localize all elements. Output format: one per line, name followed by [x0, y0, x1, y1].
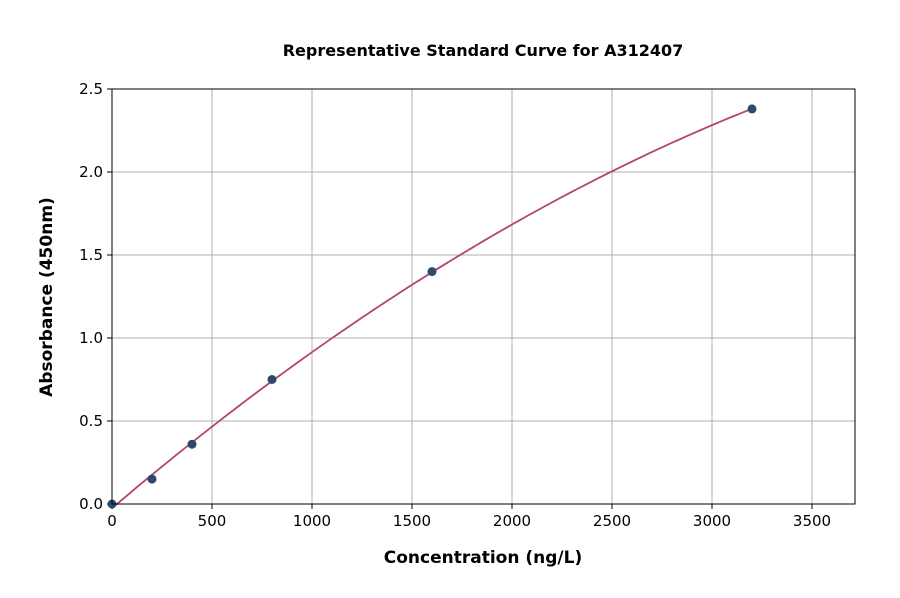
data-point — [267, 375, 277, 384]
chart-title: Representative Standard Curve for A31240… — [283, 41, 684, 60]
y-tick-label: 1.5 — [79, 246, 103, 264]
y-tick-label: 2.0 — [79, 163, 103, 181]
x-tick-label: 1500 — [393, 512, 431, 530]
y-tick-label: 2.5 — [79, 80, 103, 98]
x-tick-label: 0 — [107, 512, 117, 530]
y-tick-label: 0.5 — [79, 412, 103, 430]
data-point — [427, 267, 437, 277]
y-tick-label: 0.0 — [79, 495, 103, 513]
x-tick-label: 1000 — [293, 512, 331, 530]
x-axis-label: Concentration (ng/L) — [384, 548, 582, 568]
data-point — [147, 474, 157, 484]
fit-curve — [111, 107, 753, 509]
x-tick-label: 2000 — [493, 512, 531, 530]
x-tick-label: 3500 — [793, 512, 831, 530]
y-axis-label: Absorbance (450nm) — [37, 197, 57, 397]
data-point — [747, 104, 757, 114]
x-tick-label: 3000 — [693, 512, 731, 530]
y-tick-label: 1.0 — [79, 329, 103, 347]
x-tick-label: 2500 — [593, 512, 631, 530]
x-tick-label: 500 — [198, 512, 227, 530]
data-point — [187, 439, 197, 449]
plot-frame — [111, 88, 856, 505]
